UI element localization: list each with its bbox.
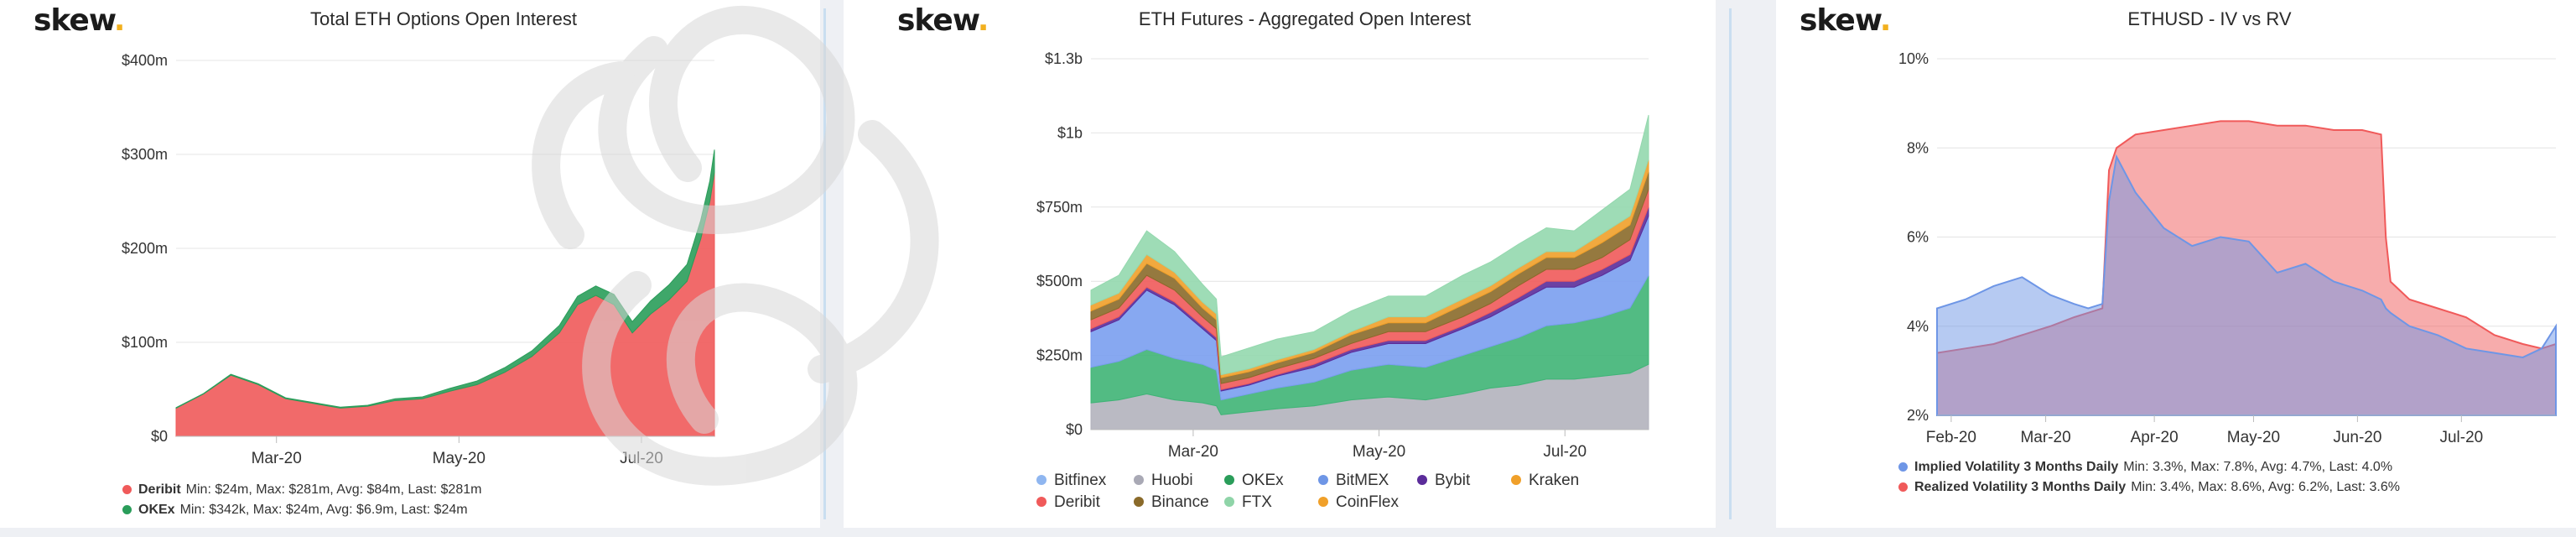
x-tick-label: Jul-20 <box>2439 429 2483 446</box>
y-tick-label: $300m <box>122 146 168 163</box>
y-tick-label: 6% <box>1907 229 1929 246</box>
legend-marker <box>1318 497 1328 507</box>
legend-item-realized-vol[interactable]: Realized Volatility 3 Months Daily Min: 3… <box>1898 477 2400 498</box>
legend-marker <box>122 485 132 494</box>
legend-label: Realized Volatility 3 Months Daily <box>1914 480 2127 494</box>
legend-marker <box>1898 462 1908 472</box>
legend-marker <box>1134 475 1144 485</box>
x-tick-label: Mar-20 <box>252 450 302 467</box>
y-tick-label: 8% <box>1907 139 1929 156</box>
legend-item-deribit[interactable]: Deribit Min: $24m, Max: $281m, Avg: $84m,… <box>122 480 481 500</box>
chart-legend: Deribit Min: $24m, Max: $281m, Avg: $84m,… <box>122 480 481 520</box>
x-tick-label: May-20 <box>433 450 486 467</box>
options-oi-panel: skew. Total ETH Options Open Interest $0… <box>0 0 820 528</box>
iv-rv-panel: skew. ETHUSD - IV vs RV 2% 4% 6% 8% 10% Feb-2… <box>1776 0 2576 528</box>
legend-item-okex[interactable]: OKEx Min: $342k, Max: $24m, Avg: $6.9m, L… <box>122 500 481 520</box>
legend-label: Deribit <box>1054 493 1100 511</box>
y-tick-label: $0 <box>1066 421 1083 438</box>
series-area-deribit <box>175 172 715 437</box>
y-tick-label: 2% <box>1907 407 1929 424</box>
y-tick-label: $1.3b <box>1045 50 1083 67</box>
legend-label: CoinFlex <box>1336 493 1399 511</box>
legend-item-bybit[interactable]: Bybit <box>1417 472 1470 490</box>
series-area-implied-volatility-3-months-daily <box>1936 154 2557 416</box>
legend-item-huobi[interactable]: Huobi <box>1134 472 1193 490</box>
legend-label: Huobi <box>1151 472 1193 489</box>
legend-item-bitfinex[interactable]: Bitfinex <box>1036 472 1106 490</box>
skew-logo: skew. <box>34 3 125 38</box>
legend-marker <box>1224 475 1234 485</box>
legend-item-bitmex[interactable]: BitMEX <box>1318 472 1389 490</box>
skew-logo: skew. <box>1800 3 1891 38</box>
legend-label: Bitfinex <box>1054 472 1107 489</box>
y-tick-label: $100m <box>122 334 168 351</box>
y-tick-label: 10% <box>1898 50 1929 67</box>
legend-item-coinflex[interactable]: CoinFlex <box>1318 493 1399 512</box>
legend-item-deribit[interactable]: Deribit <box>1036 493 1100 512</box>
x-tick-label: Mar-20 <box>1168 443 1218 461</box>
legend-stats: Min: 3.4%, Max: 8.6%, Avg: 6.2%, Last: 3… <box>2131 480 2400 494</box>
legend-stats: Min: $342k, Max: $24m, Avg: $6.9m, Last:… <box>179 503 468 517</box>
legend-marker <box>1036 475 1046 485</box>
legend-item-implied-vol[interactable]: Implied Volatility 3 Months Daily Min: 3.… <box>1898 457 2400 477</box>
iv-rv-chart: 2% 4% 6% 8% 10% Feb-20 Mar-20 Apr-20 May-20 Jun-2… <box>1898 50 2557 446</box>
chart-title: ETHUSD - IV vs RV <box>2127 8 2292 29</box>
divider <box>823 8 826 519</box>
legend-marker <box>1898 482 1908 492</box>
legend-marker <box>1417 475 1427 485</box>
y-tick-label: $0 <box>151 428 168 445</box>
series-area-ftx <box>1090 115 1649 376</box>
x-tick-label: Jul-20 <box>620 450 663 467</box>
legend-item-okex[interactable]: OKEx <box>1224 472 1284 490</box>
legend-marker <box>1511 475 1521 485</box>
legend-marker <box>1036 497 1046 507</box>
legend-label: OKEx <box>1242 472 1284 489</box>
chart-legend: Bitfinex Huobi OKEx BitMEX Bybit Kraken … <box>844 470 1716 520</box>
x-tick-label: Feb-20 <box>1926 429 1976 446</box>
y-tick-label: $400m <box>122 52 168 69</box>
y-tick-label: $200m <box>122 240 168 257</box>
chart-legend: Implied Volatility 3 Months Daily Min: 3.… <box>1898 457 2400 498</box>
legend-item-binance[interactable]: Binance <box>1134 493 1209 512</box>
x-tick-label: Apr-20 <box>2131 429 2179 446</box>
x-tick-label: May-20 <box>1353 443 1405 461</box>
legend-label: Implied Volatility 3 Months Daily <box>1914 460 2119 474</box>
legend-marker <box>1224 497 1234 507</box>
x-tick-label: May-20 <box>2227 429 2280 446</box>
legend-label: Binance <box>1151 493 1209 511</box>
y-tick-label: $1b <box>1057 124 1083 141</box>
chart-title: ETH Futures - Aggregated Open Interest <box>1138 8 1472 29</box>
legend-marker <box>122 505 132 514</box>
futures-oi-chart: $0 $250m $500m $750m $1b $1.3b Mar-20 May-20 Jul… <box>1036 50 1649 461</box>
legend-stats: Min: $24m, Max: $281m, Avg: $84m, Last: … <box>185 482 482 497</box>
y-tick-label: $750m <box>1036 199 1083 216</box>
y-tick-label: $250m <box>1036 347 1083 364</box>
x-tick-label: Jul-20 <box>1543 443 1587 461</box>
legend-stats: Min: 3.3%, Max: 7.8%, Avg: 4.7%, Last: 4… <box>2123 460 2393 474</box>
legend-label: FTX <box>1242 493 1272 511</box>
legend-label: Bybit <box>1435 472 1471 489</box>
y-tick-label: $500m <box>1036 273 1083 289</box>
legend-marker <box>1318 475 1328 485</box>
legend-item-kraken[interactable]: Kraken <box>1511 472 1579 490</box>
legend-label: Kraken <box>1529 472 1580 489</box>
options-oi-chart: $0 $100m $200m $300m $400m Mar-20 May-20 Jul-20 <box>122 52 715 467</box>
divider <box>1729 8 1732 519</box>
chart-title: Total ETH Options Open Interest <box>310 8 577 29</box>
skew-logo: skew. <box>897 3 989 38</box>
futures-oi-panel: skew. ETH Futures - Aggregated Open Inte… <box>844 0 1716 528</box>
legend-label: Deribit <box>138 482 181 497</box>
x-tick-label: Mar-20 <box>2020 429 2070 446</box>
x-tick-label: Jun-20 <box>2333 429 2381 446</box>
y-tick-label: 4% <box>1907 318 1929 335</box>
legend-item-ftx[interactable]: FTX <box>1224 493 1272 512</box>
legend-label: BitMEX <box>1336 472 1389 489</box>
legend-label: OKEx <box>138 503 175 517</box>
legend-marker <box>1134 497 1144 507</box>
